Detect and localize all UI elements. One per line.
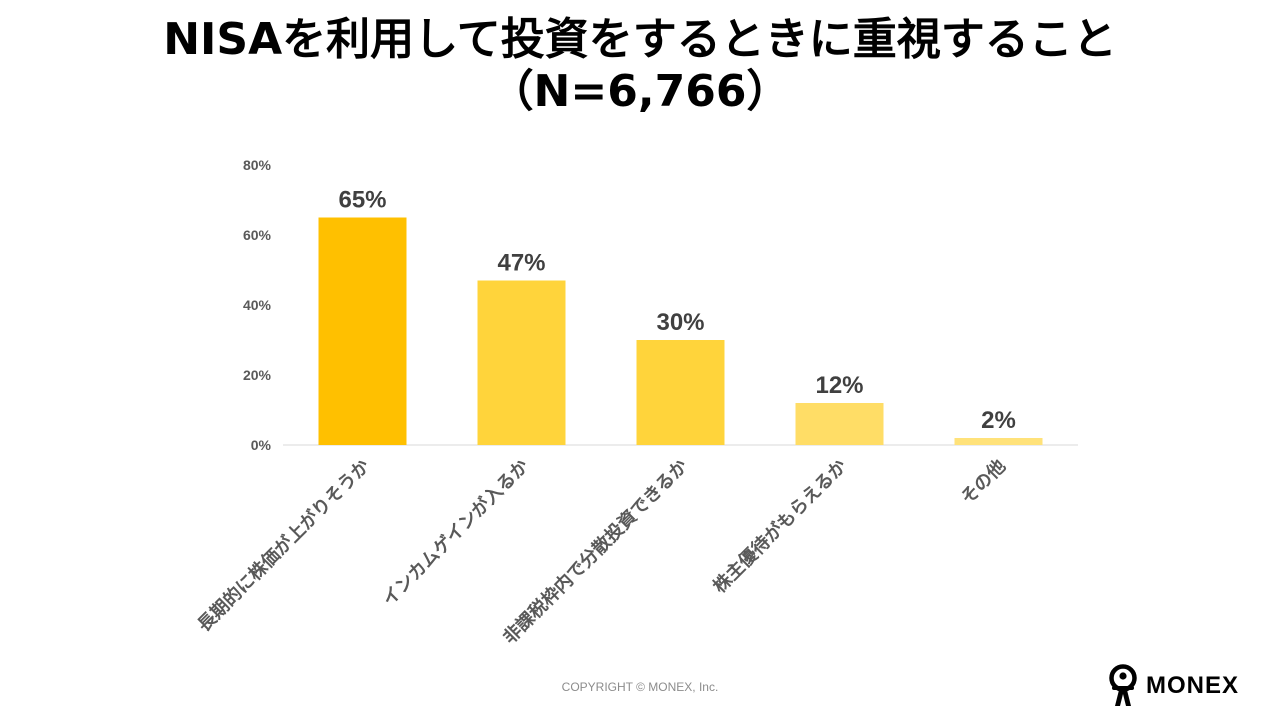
data-label: 30% — [656, 309, 704, 336]
x-tick-label: インカムゲインが入るか — [378, 455, 533, 610]
y-tick-label: 20% — [243, 367, 272, 383]
monex-logo-icon — [1109, 664, 1137, 706]
data-label: 47% — [497, 250, 545, 277]
monex-logo: MONEX — [1106, 664, 1239, 708]
y-tick-label: 80% — [243, 157, 272, 173]
x-tick-label: 長期的に株価が上がりそうか — [193, 455, 374, 636]
copyright-notice: COPYRIGHT © MONEX, Inc. — [561, 680, 719, 694]
x-tick-label: その他 — [956, 455, 1010, 509]
y-tick-label: 60% — [243, 227, 272, 243]
monex-logo-text: MONEX — [1146, 672, 1240, 699]
x-tick-label: 非課税枠内で分散投資できるか — [499, 455, 692, 648]
bar — [318, 217, 407, 445]
bar — [477, 280, 566, 445]
chart-title-line2: （N=6,766） — [489, 66, 791, 117]
y-tick-label: 40% — [243, 297, 272, 313]
data-label: 12% — [815, 372, 863, 399]
bar — [954, 438, 1043, 445]
chart-title: NISAを利用して投資をするときに重視すること （N=6,766） — [0, 14, 1280, 118]
data-label: 2% — [981, 407, 1016, 434]
bar — [795, 403, 884, 445]
chart-title-line1: NISAを利用して投資をするときに重視すること — [163, 14, 1117, 65]
x-tick-label: 株主優待がもらえるか — [709, 455, 851, 597]
data-label: 65% — [338, 187, 386, 214]
bar — [636, 340, 725, 445]
y-tick-label: 0% — [251, 437, 272, 453]
